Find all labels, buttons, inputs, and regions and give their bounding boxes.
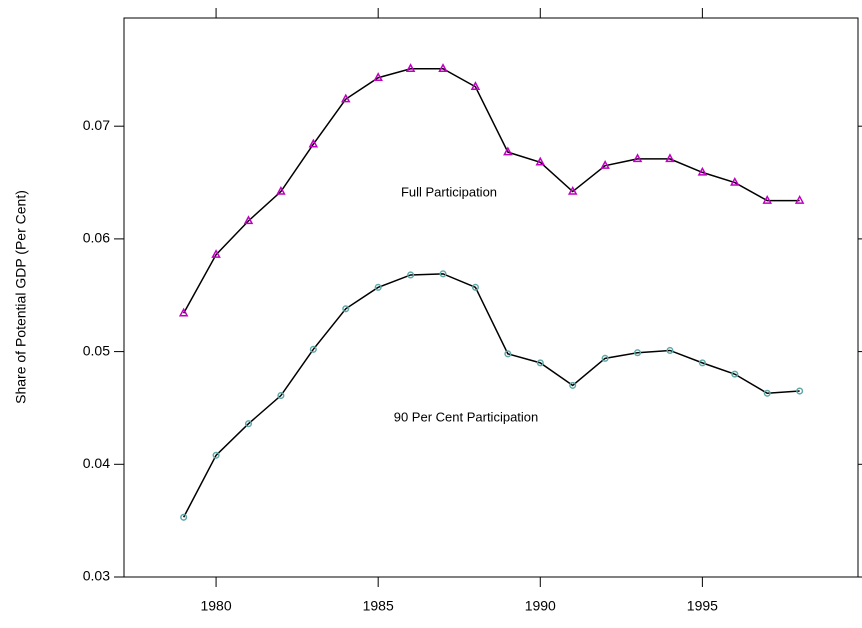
marker [633, 349, 642, 357]
marker [504, 350, 512, 358]
marker [373, 72, 383, 81]
marker [405, 63, 416, 72]
marker [569, 381, 577, 389]
marker [374, 283, 382, 291]
marker [698, 359, 706, 367]
marker [180, 513, 188, 521]
marker [730, 176, 740, 186]
series-line [182, 67, 800, 314]
marker [438, 63, 448, 72]
marker [470, 81, 481, 90]
marker [439, 270, 447, 278]
marker [212, 451, 220, 459]
y-axis-label: Share of Potential GDP (Per Cent) [13, 190, 29, 404]
marker [341, 93, 351, 103]
marker [308, 138, 319, 148]
marker [536, 359, 544, 367]
marker [309, 345, 317, 353]
marker [211, 249, 221, 258]
marker [243, 215, 254, 225]
marker [794, 194, 805, 204]
marker [601, 354, 609, 362]
x-tick-label: 1980 [200, 598, 231, 614]
marker [471, 283, 479, 291]
y-tick-label: 0.07 [83, 117, 110, 133]
marker [632, 153, 643, 163]
marker [342, 305, 350, 313]
series-annotation: Full Participation [401, 184, 497, 199]
marker [567, 185, 578, 195]
marker [178, 307, 189, 317]
marker [697, 166, 708, 176]
series-line [182, 273, 800, 518]
marker [763, 389, 771, 397]
x-tick-label: 1985 [363, 598, 394, 614]
marker [407, 271, 415, 279]
marker [276, 185, 286, 195]
y-tick-label: 0.05 [83, 342, 110, 358]
marker [244, 420, 253, 428]
series-annotation: 90 Per Cent Participation [394, 409, 539, 424]
x-tick-label: 1990 [525, 598, 556, 614]
marker [600, 160, 610, 169]
marker [731, 370, 739, 378]
plot-frame [123, 17, 859, 578]
marker [666, 346, 674, 355]
marker [796, 387, 804, 395]
x-tick-label: 1995 [687, 598, 718, 614]
y-tick-label: 0.06 [83, 230, 110, 246]
marker [762, 194, 772, 204]
marker [277, 392, 285, 400]
marker [503, 146, 513, 156]
y-tick-label: 0.04 [83, 455, 110, 471]
marker [535, 156, 546, 166]
marker [665, 153, 675, 163]
y-tick-label: 0.03 [83, 568, 110, 584]
